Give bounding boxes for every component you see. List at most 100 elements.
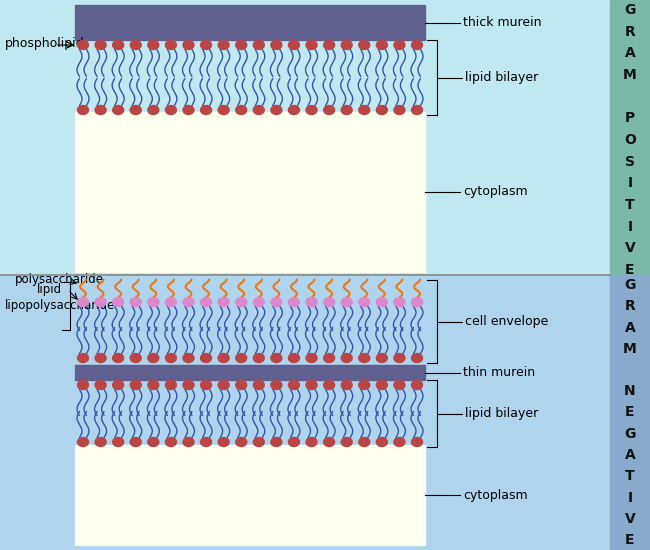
Ellipse shape <box>359 354 370 362</box>
Text: A: A <box>625 46 636 60</box>
Text: M: M <box>623 68 637 82</box>
Ellipse shape <box>183 381 194 389</box>
Text: A: A <box>625 321 636 334</box>
Bar <box>610 0 650 275</box>
Ellipse shape <box>130 41 141 50</box>
Ellipse shape <box>77 354 88 362</box>
Ellipse shape <box>271 437 282 447</box>
Ellipse shape <box>95 354 106 362</box>
Ellipse shape <box>359 41 370 50</box>
Ellipse shape <box>112 106 124 114</box>
Text: I: I <box>627 491 632 504</box>
Ellipse shape <box>394 106 405 114</box>
Ellipse shape <box>254 381 265 389</box>
Ellipse shape <box>201 41 211 50</box>
Ellipse shape <box>183 298 194 306</box>
Ellipse shape <box>183 41 194 50</box>
Text: R: R <box>625 299 636 314</box>
Ellipse shape <box>341 41 352 50</box>
Text: E: E <box>625 533 635 547</box>
Ellipse shape <box>376 41 387 50</box>
Ellipse shape <box>306 381 317 389</box>
Ellipse shape <box>95 437 106 447</box>
Text: I: I <box>627 177 632 190</box>
Ellipse shape <box>148 381 159 389</box>
Ellipse shape <box>183 354 194 362</box>
Ellipse shape <box>324 41 335 50</box>
Ellipse shape <box>77 106 88 114</box>
Bar <box>75 112 425 272</box>
Text: V: V <box>625 512 636 526</box>
Text: G: G <box>624 427 636 441</box>
Bar <box>610 275 650 550</box>
Ellipse shape <box>165 381 176 389</box>
Ellipse shape <box>77 298 88 306</box>
Ellipse shape <box>130 354 141 362</box>
Ellipse shape <box>77 41 88 50</box>
Text: M: M <box>623 342 637 356</box>
Ellipse shape <box>359 381 370 389</box>
Ellipse shape <box>394 354 405 362</box>
Ellipse shape <box>306 41 317 50</box>
Ellipse shape <box>271 381 282 389</box>
Ellipse shape <box>148 298 159 306</box>
Ellipse shape <box>324 298 335 306</box>
Ellipse shape <box>271 298 282 306</box>
Ellipse shape <box>376 354 387 362</box>
Text: phospholipid: phospholipid <box>5 37 84 51</box>
Bar <box>0 275 610 550</box>
Ellipse shape <box>201 106 211 114</box>
Text: G: G <box>624 278 636 292</box>
Text: cell envelope: cell envelope <box>465 315 548 328</box>
Ellipse shape <box>95 298 106 306</box>
Ellipse shape <box>183 106 194 114</box>
Ellipse shape <box>201 298 211 306</box>
Text: I: I <box>627 219 632 234</box>
Ellipse shape <box>341 298 352 306</box>
Ellipse shape <box>112 41 124 50</box>
Ellipse shape <box>254 437 265 447</box>
Text: N: N <box>624 384 636 398</box>
Ellipse shape <box>306 298 317 306</box>
Ellipse shape <box>289 354 300 362</box>
Ellipse shape <box>254 298 265 306</box>
Ellipse shape <box>394 41 405 50</box>
Ellipse shape <box>130 298 141 306</box>
Ellipse shape <box>112 381 124 389</box>
Text: lipid: lipid <box>37 283 62 296</box>
Ellipse shape <box>376 298 387 306</box>
Ellipse shape <box>411 381 422 389</box>
Ellipse shape <box>236 41 247 50</box>
Bar <box>0 0 610 275</box>
Ellipse shape <box>411 298 422 306</box>
Ellipse shape <box>376 437 387 447</box>
Ellipse shape <box>376 106 387 114</box>
Ellipse shape <box>324 381 335 389</box>
Ellipse shape <box>236 381 247 389</box>
Ellipse shape <box>341 381 352 389</box>
Ellipse shape <box>218 437 229 447</box>
Bar <box>75 445 425 545</box>
Ellipse shape <box>289 381 300 389</box>
Text: cytoplasm: cytoplasm <box>463 488 528 502</box>
Ellipse shape <box>341 106 352 114</box>
Text: S: S <box>625 155 635 169</box>
Ellipse shape <box>324 354 335 362</box>
Text: V: V <box>625 241 636 255</box>
Ellipse shape <box>165 298 176 306</box>
Ellipse shape <box>359 437 370 447</box>
Text: thick murein: thick murein <box>463 16 541 29</box>
Ellipse shape <box>165 106 176 114</box>
Ellipse shape <box>306 106 317 114</box>
Ellipse shape <box>271 41 282 50</box>
Ellipse shape <box>254 354 265 362</box>
Ellipse shape <box>289 106 300 114</box>
Ellipse shape <box>411 437 422 447</box>
Ellipse shape <box>236 298 247 306</box>
Ellipse shape <box>218 354 229 362</box>
Ellipse shape <box>130 106 141 114</box>
Ellipse shape <box>218 298 229 306</box>
Text: polysaccharide: polysaccharide <box>15 272 104 285</box>
Ellipse shape <box>236 106 247 114</box>
Ellipse shape <box>271 354 282 362</box>
